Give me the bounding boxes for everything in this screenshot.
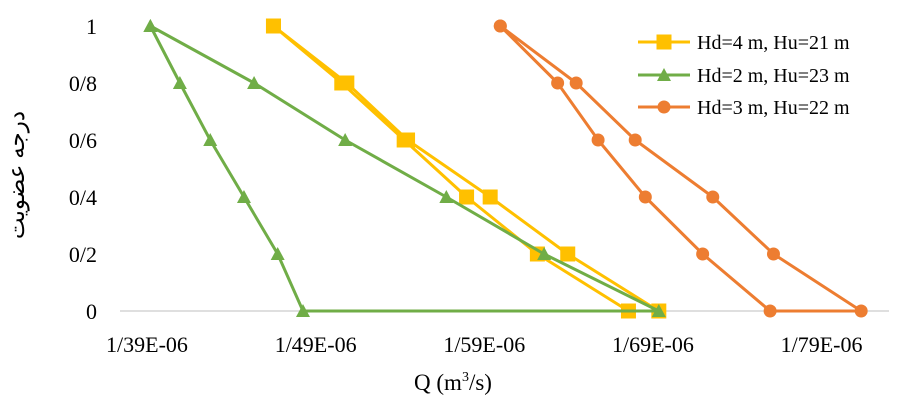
- data-point: [270, 247, 285, 260]
- data-point: [569, 76, 583, 90]
- y-tick-label: 0/4: [69, 185, 97, 210]
- data-point: [591, 133, 605, 147]
- x-axis-label-tail: /s): [469, 370, 492, 395]
- y-tick-label: 0: [86, 299, 97, 324]
- data-point: [638, 190, 652, 204]
- series-group: [143, 18, 868, 319]
- x-axis-label: Q (m3/s): [414, 370, 492, 395]
- y-tick-labels: 0 0/2 0/4 0/6 0/8 1: [69, 14, 97, 324]
- data-point: [295, 304, 310, 317]
- legend-label: Hd=4 m, Hu=21 m: [697, 32, 850, 54]
- y-tick-label: 1: [86, 14, 97, 39]
- legend-marker: [656, 34, 672, 50]
- data-point: [766, 247, 780, 261]
- data-point: [338, 133, 353, 146]
- x-tick-label: 1/69E-06: [612, 332, 694, 357]
- x-tick-labels: 1/39E-06 1/49E-06 1/59E-06 1/69E-06 1/79E-06: [106, 332, 862, 357]
- series-1: [265, 18, 667, 319]
- series-2: [143, 19, 666, 317]
- data-point: [459, 189, 475, 205]
- x-tick-label: 1/79E-06: [781, 332, 863, 357]
- data-point: [628, 133, 642, 147]
- data-point: [236, 190, 251, 203]
- legend-label: Hd=3 m, Hu=22 m: [697, 97, 850, 119]
- data-point: [854, 304, 868, 318]
- legend-marker: [657, 68, 671, 81]
- data-point: [482, 189, 498, 205]
- y-axis-label: درجه عضویت: [4, 111, 30, 239]
- data-point: [400, 132, 416, 148]
- series-line: [149, 24, 661, 313]
- legend-entry: Hd=3 m, Hu=22 m: [638, 97, 850, 119]
- x-tick-label: 1/59E-06: [443, 332, 525, 357]
- y-tick-label: 0/6: [69, 128, 97, 153]
- data-point: [203, 133, 218, 146]
- x-tick-label: 1/49E-06: [275, 332, 357, 357]
- data-point: [696, 247, 710, 261]
- data-point: [651, 304, 666, 317]
- x-tick-label: 1/39E-06: [106, 332, 188, 357]
- series-line: [499, 24, 863, 313]
- series-line: [272, 24, 661, 313]
- legend-marker: [657, 100, 671, 114]
- data-point: [551, 76, 565, 90]
- y-tick-label: 0/2: [69, 242, 97, 267]
- data-point: [493, 19, 507, 33]
- data-point: [537, 247, 552, 260]
- y-tick-label: 0/8: [69, 71, 97, 96]
- data-point: [265, 18, 281, 34]
- data-point: [439, 190, 454, 203]
- legend-entry: Hd=2 m, Hu=23 m: [638, 65, 850, 87]
- data-point: [143, 19, 158, 32]
- data-point: [763, 304, 777, 318]
- series-3: [493, 19, 868, 318]
- legend-entry: Hd=4 m, Hu=21 m: [638, 32, 850, 54]
- legend: Hd=4 m, Hu=21 m Hd=2 m, Hu=23 m Hd=3 m, Hu…: [638, 32, 850, 119]
- data-point: [706, 190, 720, 204]
- data-point: [339, 75, 355, 91]
- legend-label: Hd=2 m, Hu=23 m: [697, 65, 850, 87]
- x-axis-label-superscript: 3: [462, 370, 469, 385]
- data-point: [172, 76, 187, 89]
- x-axis-label-main: Q (m: [414, 370, 462, 395]
- data-point: [560, 246, 576, 262]
- data-point: [247, 76, 262, 89]
